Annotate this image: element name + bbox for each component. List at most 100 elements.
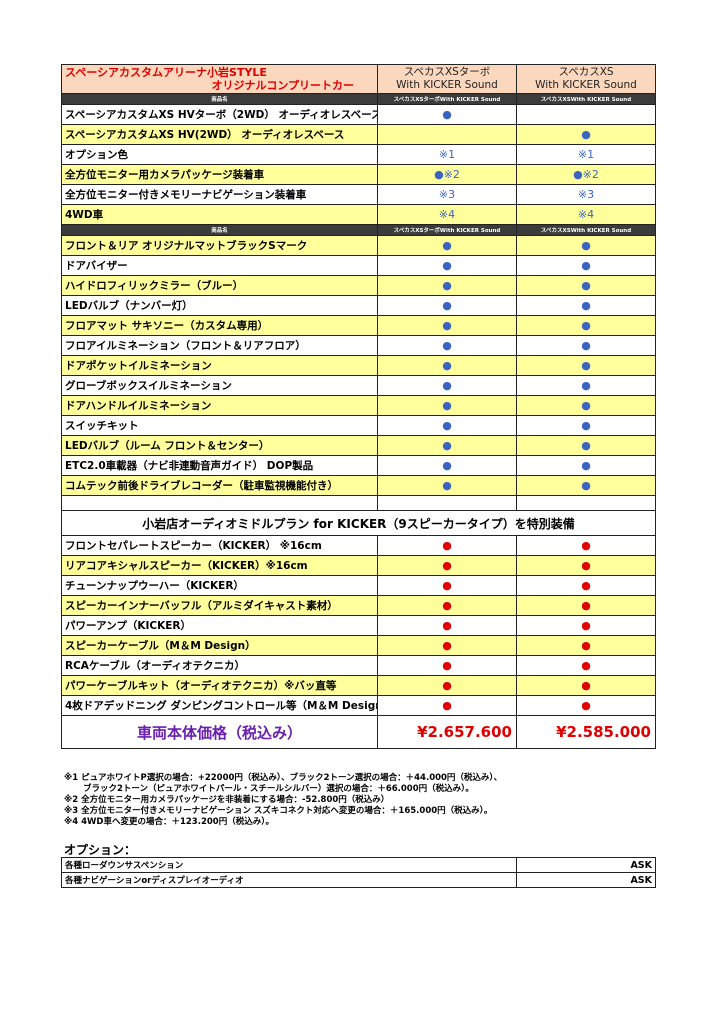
mark-cell: ● <box>377 575 517 596</box>
row-label: チューンナップウーハー（KICKER） <box>61 575 378 596</box>
row-label: 全方位モニター付きメモリーナビゲーション装着車 <box>61 184 378 205</box>
mark-cell: ● <box>516 315 656 336</box>
mark-cell: ※4 <box>377 204 517 225</box>
mark-cell <box>377 124 517 145</box>
title-line1: スペーシアカスタムアリーナ小岩STYLE <box>65 66 267 79</box>
mark-cell: ● <box>377 455 517 476</box>
column-header-xs: スペカスXS With KICKER Sound <box>516 64 656 94</box>
row-label: ドアハンドルイルミネーション <box>61 395 378 416</box>
dot-icon: ● <box>442 379 452 392</box>
mark-cell: ● <box>377 655 517 676</box>
table-row: フロアイルミネーション（フロント＆リアフロア） ● ● <box>61 335 656 356</box>
row-label: フロント＆リア オリジナルマットブラックSマーク <box>61 235 378 256</box>
blank-cell <box>516 495 656 511</box>
mark-cell: ● <box>516 635 656 656</box>
dot-icon: ● <box>581 439 591 452</box>
dot-icon: ● <box>581 699 591 712</box>
mark-cell <box>516 104 656 125</box>
header-row: スペーシアカスタムアリーナ小岩STYLE オリジナルコンプリートカー スペカスXS… <box>61 64 656 94</box>
table-row: スペーシアカスタムXS HV(2WD） オーディオレスベース ● <box>61 124 656 145</box>
row-label: ETC2.0車載器（ナビ非連動音声ガイド） DOP製品 <box>61 455 378 476</box>
row-label: スイッチキット <box>61 415 378 436</box>
dot-icon: ● <box>581 479 591 492</box>
table-row: パワーケーブルキット（オーディオテクニカ）※バッ直等 ● ● <box>61 675 656 696</box>
note-3: ※3 全方位モニター付きメモリーナビゲーション スズキコネクト対応へ変更の場合：… <box>64 806 493 816</box>
mark-cell: ● <box>516 435 656 456</box>
row-label: 4WD車 <box>61 204 378 225</box>
dot-icon: ● <box>442 639 452 652</box>
mark-cell: ● <box>516 295 656 316</box>
subheader-col1: スペカスXSターボWith KICKER Sound <box>377 224 517 236</box>
row-label: ハイドロフィリックミラー（ブルー） <box>61 275 378 296</box>
row-label: LEDバルブ（ナンバー灯） <box>61 295 378 316</box>
table-row: 全方位モニター付きメモリーナビゲーション装着車 ※3 ※3 <box>61 184 656 205</box>
table-row: 4枚ドアデッドニング ダンピングコントロール等（M＆M Design） ● ● <box>61 695 656 716</box>
dot-icon: ● <box>581 539 591 552</box>
mark-cell: ● <box>516 555 656 576</box>
dot-icon: ● <box>581 259 591 272</box>
option-row: 各種ナビゲーションorディスプレイオーディオ ASK <box>61 872 656 888</box>
dot-icon: ● <box>581 379 591 392</box>
spec-table: スペーシアカスタムアリーナ小岩STYLE オリジナルコンプリートカー スペカスXS… <box>61 64 656 749</box>
subheader-name: 商品名 <box>61 93 378 105</box>
table-row: コムテック前後ドライブレコーダー（駐車監視機能付き） ● ● <box>61 475 656 496</box>
mark-cell: ● <box>377 355 517 376</box>
note-1: ※1 ピュアホワイトP選択の場合：+22000円（税込み）、ブラック2トーン選択… <box>64 773 503 783</box>
dot-icon: ●※2 <box>434 168 460 181</box>
mark-cell: ● <box>377 315 517 336</box>
dot-icon: ● <box>442 399 452 412</box>
mark-cell: ● <box>516 235 656 256</box>
row-label: スペーシアカスタムXS HV(2WD） オーディオレスベース <box>61 124 378 145</box>
mark-cell: ● <box>377 335 517 356</box>
row-label: フロアイルミネーション（フロント＆リアフロア） <box>61 335 378 356</box>
dot-icon: ● <box>442 108 452 121</box>
table-row: LEDバルブ（ナンバー灯） ● ● <box>61 295 656 316</box>
subheader-col1: スペカスXSターボWith KICKER Sound <box>377 93 517 105</box>
row-label: RCAケーブル（オーディオテクニカ） <box>61 655 378 676</box>
dot-icon: ● <box>442 459 452 472</box>
table-row: チューンナップウーハー（KICKER） ● ● <box>61 575 656 596</box>
dot-icon: ● <box>442 579 452 592</box>
mark-cell: ● <box>516 335 656 356</box>
blank-cell <box>377 495 517 511</box>
blank-cell <box>61 495 378 511</box>
row-label: ドアポケットイルミネーション <box>61 355 378 376</box>
dot-icon: ● <box>581 459 591 472</box>
row-label: スピーカーケーブル（M＆M Design） <box>61 635 378 656</box>
dot-icon: ● <box>442 479 452 492</box>
dot-icon: ● <box>442 599 452 612</box>
dot-icon: ● <box>581 319 591 332</box>
mark-cell: ● <box>516 695 656 716</box>
mark-cell: ● <box>377 395 517 416</box>
dot-icon: ● <box>442 679 452 692</box>
dot-icon: ● <box>442 359 452 372</box>
dot-icon: ● <box>442 259 452 272</box>
table-row: ETC2.0車載器（ナビ非連動音声ガイド） DOP製品 ● ● <box>61 455 656 476</box>
mark-cell: ● <box>377 595 517 616</box>
table-row: ハイドロフィリックミラー（ブルー） ● ● <box>61 275 656 296</box>
subheader-row: 商品名 スペカスXSターボWith KICKER Sound スペカスXSWith … <box>61 224 656 236</box>
table-row: スイッチキット ● ● <box>61 415 656 436</box>
table-row: 全方位モニター用カメラパッケージ装着車 ●※2 ●※2 <box>61 164 656 185</box>
mark-cell: ● <box>516 535 656 556</box>
subheader-col2: スペカスXSWith KICKER Sound <box>516 93 656 105</box>
mark-cell: ※1 <box>377 144 517 165</box>
note-1-cont: ブラック2トーン（ピュアホワイトパール・スチールシルバー）選択の場合：＋66.0… <box>83 784 474 794</box>
dot-icon: ● <box>442 619 452 632</box>
dot-icon: ● <box>442 559 452 572</box>
mark-cell: ● <box>377 235 517 256</box>
table-row: スピーカーインナーバッフル（アルミダイキャスト素材） ● ● <box>61 595 656 616</box>
table-row: スペーシアカスタムXS HVターボ（2WD） オーディオレスベース ● <box>61 104 656 125</box>
mark-cell: ● <box>377 255 517 276</box>
dot-icon: ● <box>581 599 591 612</box>
dot-icon: ● <box>581 128 591 141</box>
row-label: スピーカーインナーバッフル（アルミダイキャスト素材） <box>61 595 378 616</box>
mark-cell: ● <box>516 595 656 616</box>
col1-line2: With KICKER Sound <box>396 79 498 91</box>
price-turbo: ¥2.657.600 <box>377 715 517 749</box>
mark-cell: ● <box>377 695 517 716</box>
mark-cell: ● <box>377 475 517 496</box>
table-row: パワーアンプ（KICKER） ● ● <box>61 615 656 636</box>
mark-cell: ● <box>377 675 517 696</box>
dot-icon: ● <box>581 399 591 412</box>
